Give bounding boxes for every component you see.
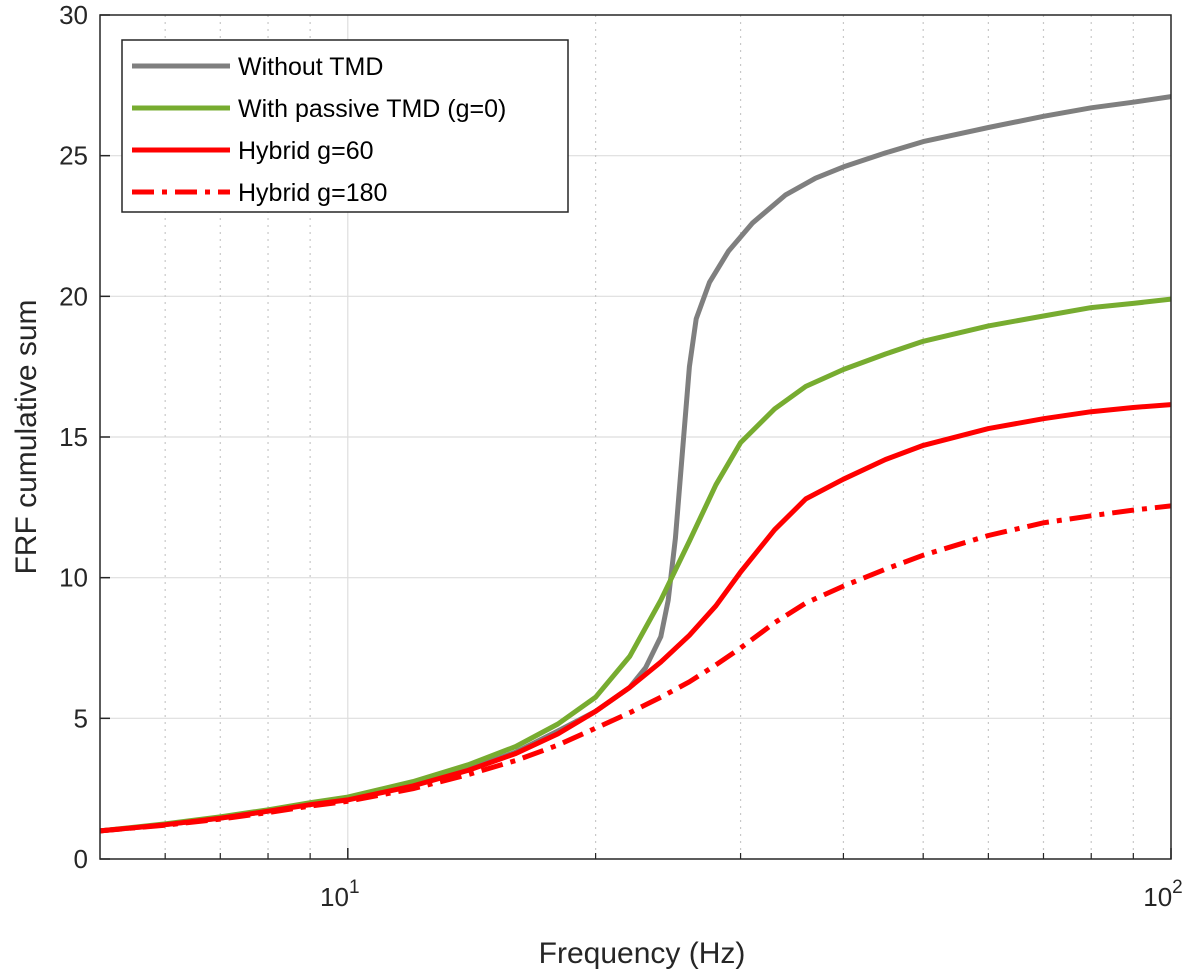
x-tick-label: 102 bbox=[1143, 877, 1183, 912]
legend: Without TMD With passive TMD (g=0) Hybrid … bbox=[121, 39, 569, 213]
y-tick-label: 20 bbox=[59, 281, 88, 311]
y-axis-label: FRF cumulative sum bbox=[10, 299, 43, 574]
x-axis-label: Frequency (Hz) bbox=[539, 937, 746, 970]
y-tick-label: 15 bbox=[59, 422, 88, 452]
y-tick-label: 10 bbox=[59, 563, 88, 593]
legend-box bbox=[121, 39, 569, 213]
x-tick-label: 101 bbox=[320, 877, 360, 912]
y-tick-label: 0 bbox=[74, 844, 88, 874]
y-tick-label: 25 bbox=[59, 141, 88, 171]
series-line bbox=[99, 503, 1172, 834]
axes bbox=[99, 14, 1172, 860]
y-tick-label: 30 bbox=[59, 0, 88, 30]
series-lines bbox=[99, 94, 1172, 834]
legend-label: Hybrid g=180 bbox=[238, 179, 387, 207]
legend-label: Hybrid g=60 bbox=[238, 137, 374, 165]
legend-label: With passive TMD (g=0) bbox=[238, 95, 506, 123]
y-tick-label: 5 bbox=[74, 703, 88, 733]
tick-labels: 0 5 10 15 20 25 30 101 102 bbox=[59, 0, 1183, 912]
plot-frame bbox=[99, 14, 1172, 860]
legend-label: Without TMD bbox=[238, 53, 383, 81]
